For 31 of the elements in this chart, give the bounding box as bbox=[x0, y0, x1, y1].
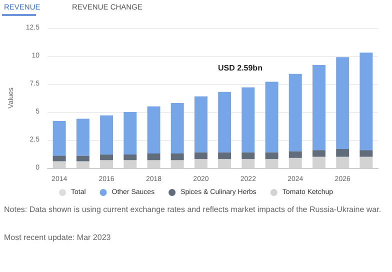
bar bbox=[76, 156, 90, 162]
bar bbox=[242, 152, 255, 160]
bar bbox=[265, 152, 278, 160]
bar bbox=[360, 52, 373, 150]
bar bbox=[336, 148, 350, 157]
bar bbox=[170, 103, 184, 154]
bar bbox=[218, 92, 232, 152]
bar bbox=[76, 118, 90, 156]
bar bbox=[100, 154, 114, 160]
bar bbox=[52, 120, 66, 156]
bar bbox=[288, 151, 302, 158]
bar bbox=[242, 87, 255, 152]
bar bbox=[52, 156, 66, 162]
bar bbox=[312, 150, 326, 157]
annotation: USD 2.59bn bbox=[218, 64, 263, 72]
text: Most recent update: Mar 2023 bbox=[4, 233, 112, 242]
bar bbox=[194, 96, 208, 152]
bar bbox=[147, 153, 160, 160]
bar bbox=[218, 152, 232, 160]
bar bbox=[124, 154, 137, 160]
bar bbox=[288, 74, 302, 152]
bar bbox=[100, 115, 114, 155]
bar bbox=[360, 150, 373, 157]
bar bbox=[147, 106, 160, 154]
bar bbox=[124, 112, 137, 155]
bar bbox=[265, 82, 278, 152]
bar bbox=[312, 64, 326, 150]
bar bbox=[336, 57, 350, 149]
text: Notes: Data shown is using current exchange rates and reflects market impacts of the Russia-Ukraine war. bbox=[4, 205, 382, 214]
bar bbox=[170, 153, 184, 160]
bar bbox=[194, 152, 208, 160]
